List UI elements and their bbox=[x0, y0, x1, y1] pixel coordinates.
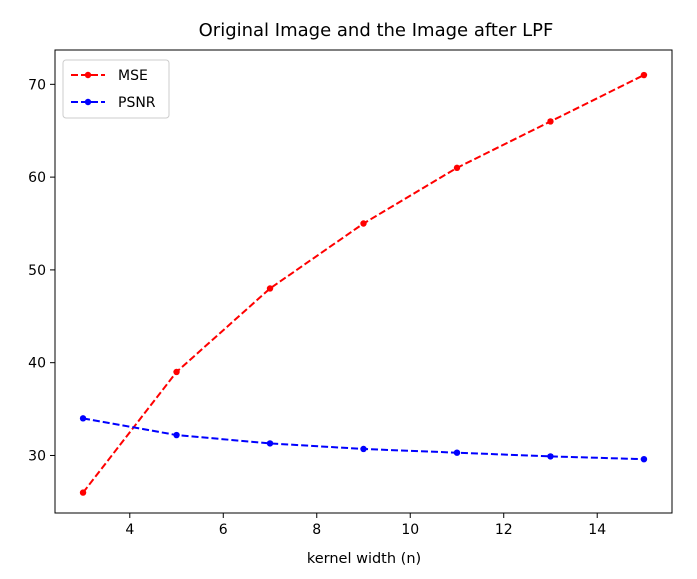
legend-mse-marker bbox=[84, 71, 92, 79]
x-tick-label: 8 bbox=[312, 522, 321, 538]
legend-psnr-label: PSNR bbox=[118, 95, 156, 111]
x-tick-label: 12 bbox=[495, 522, 513, 538]
x-axis-label: kernel width (n) bbox=[307, 551, 421, 567]
mse-data-point bbox=[266, 285, 274, 292]
mse-data-point bbox=[640, 71, 648, 79]
psnr-data-point bbox=[266, 440, 274, 447]
mse-data-point bbox=[547, 118, 554, 125]
mse-data-point bbox=[173, 368, 180, 376]
psnr-data-point bbox=[79, 415, 87, 422]
mse-data-point bbox=[453, 164, 461, 172]
psnr-series-line bbox=[82, 417, 644, 461]
legend-psnr-marker bbox=[84, 98, 92, 106]
chart-title: Original Image and the Image after LPF bbox=[199, 20, 554, 41]
x-tick-label: 14 bbox=[588, 522, 606, 538]
psnr-data-point bbox=[360, 445, 367, 453]
y-tick-label: 50 bbox=[28, 263, 46, 279]
plot-area: 4 6 8 10 12 14 30 40 50 60 70 MSE PSNR bbox=[28, 49, 673, 538]
mse-series-line bbox=[82, 74, 645, 494]
mse-data-point bbox=[79, 489, 87, 496]
x-tick-label: 10 bbox=[401, 522, 419, 538]
x-tick-label: 4 bbox=[125, 522, 134, 538]
y-tick-label: 30 bbox=[28, 448, 46, 464]
psnr-data-point bbox=[640, 455, 648, 463]
psnr-data-point bbox=[453, 449, 461, 456]
y-tick-label: 70 bbox=[28, 77, 46, 93]
x-tick-label: 6 bbox=[219, 522, 228, 538]
axes-frame bbox=[54, 49, 673, 514]
legend-mse-label: MSE bbox=[118, 68, 148, 84]
y-tick-label: 40 bbox=[28, 356, 46, 372]
psnr-data-point bbox=[547, 453, 554, 460]
mse-data-point bbox=[360, 220, 367, 227]
y-tick-label: 60 bbox=[28, 170, 46, 186]
psnr-data-point bbox=[173, 431, 180, 439]
